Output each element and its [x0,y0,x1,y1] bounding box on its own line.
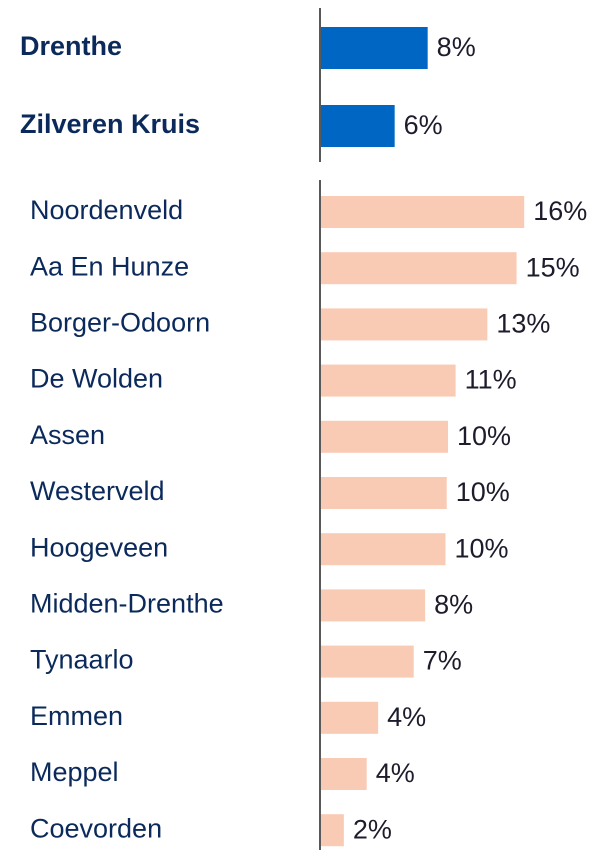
bar [321,105,395,147]
value-label: 13% [496,309,550,339]
bar [321,420,448,453]
bar [321,645,414,678]
bar [321,701,379,734]
bar [321,533,446,566]
value-label: 10% [457,421,511,451]
value-label: 6% [404,110,443,140]
bar [321,814,344,847]
category-label: Tynaarlo [30,645,134,675]
category-label: Emmen [30,701,123,731]
value-label: 4% [387,702,426,732]
value-label: 4% [376,758,415,788]
value-label: 10% [454,533,508,563]
category-label: Zilveren Kruis [20,109,200,139]
value-label: 8% [437,32,476,62]
bar [321,364,456,397]
category-label: De Wolden [30,364,163,394]
category-label: Hoogeveen [30,532,168,562]
bar [321,589,426,622]
bar [321,196,525,228]
category-label: Borger-Odoorn [30,308,210,338]
category-label: Meppel [30,757,119,787]
bar [321,252,517,285]
value-label: 16% [533,196,587,226]
value-label: 11% [465,365,517,395]
bar [321,758,367,790]
bar [321,308,488,341]
category-label: Aa En Hunze [30,251,189,281]
bar [321,477,447,509]
category-label: Coevorden [30,813,162,843]
value-label: 15% [526,252,580,282]
value-label: 10% [456,477,510,507]
category-label: Drenthe [20,31,122,61]
category-label: Westerveld [30,476,165,506]
value-label: 7% [423,646,462,676]
bar [321,27,428,69]
category-label: Assen [30,420,105,450]
value-label: 8% [434,590,473,620]
category-label: Noordenveld [30,195,183,225]
category-label: Midden-Drenthe [30,589,224,619]
value-label: 2% [353,814,392,844]
